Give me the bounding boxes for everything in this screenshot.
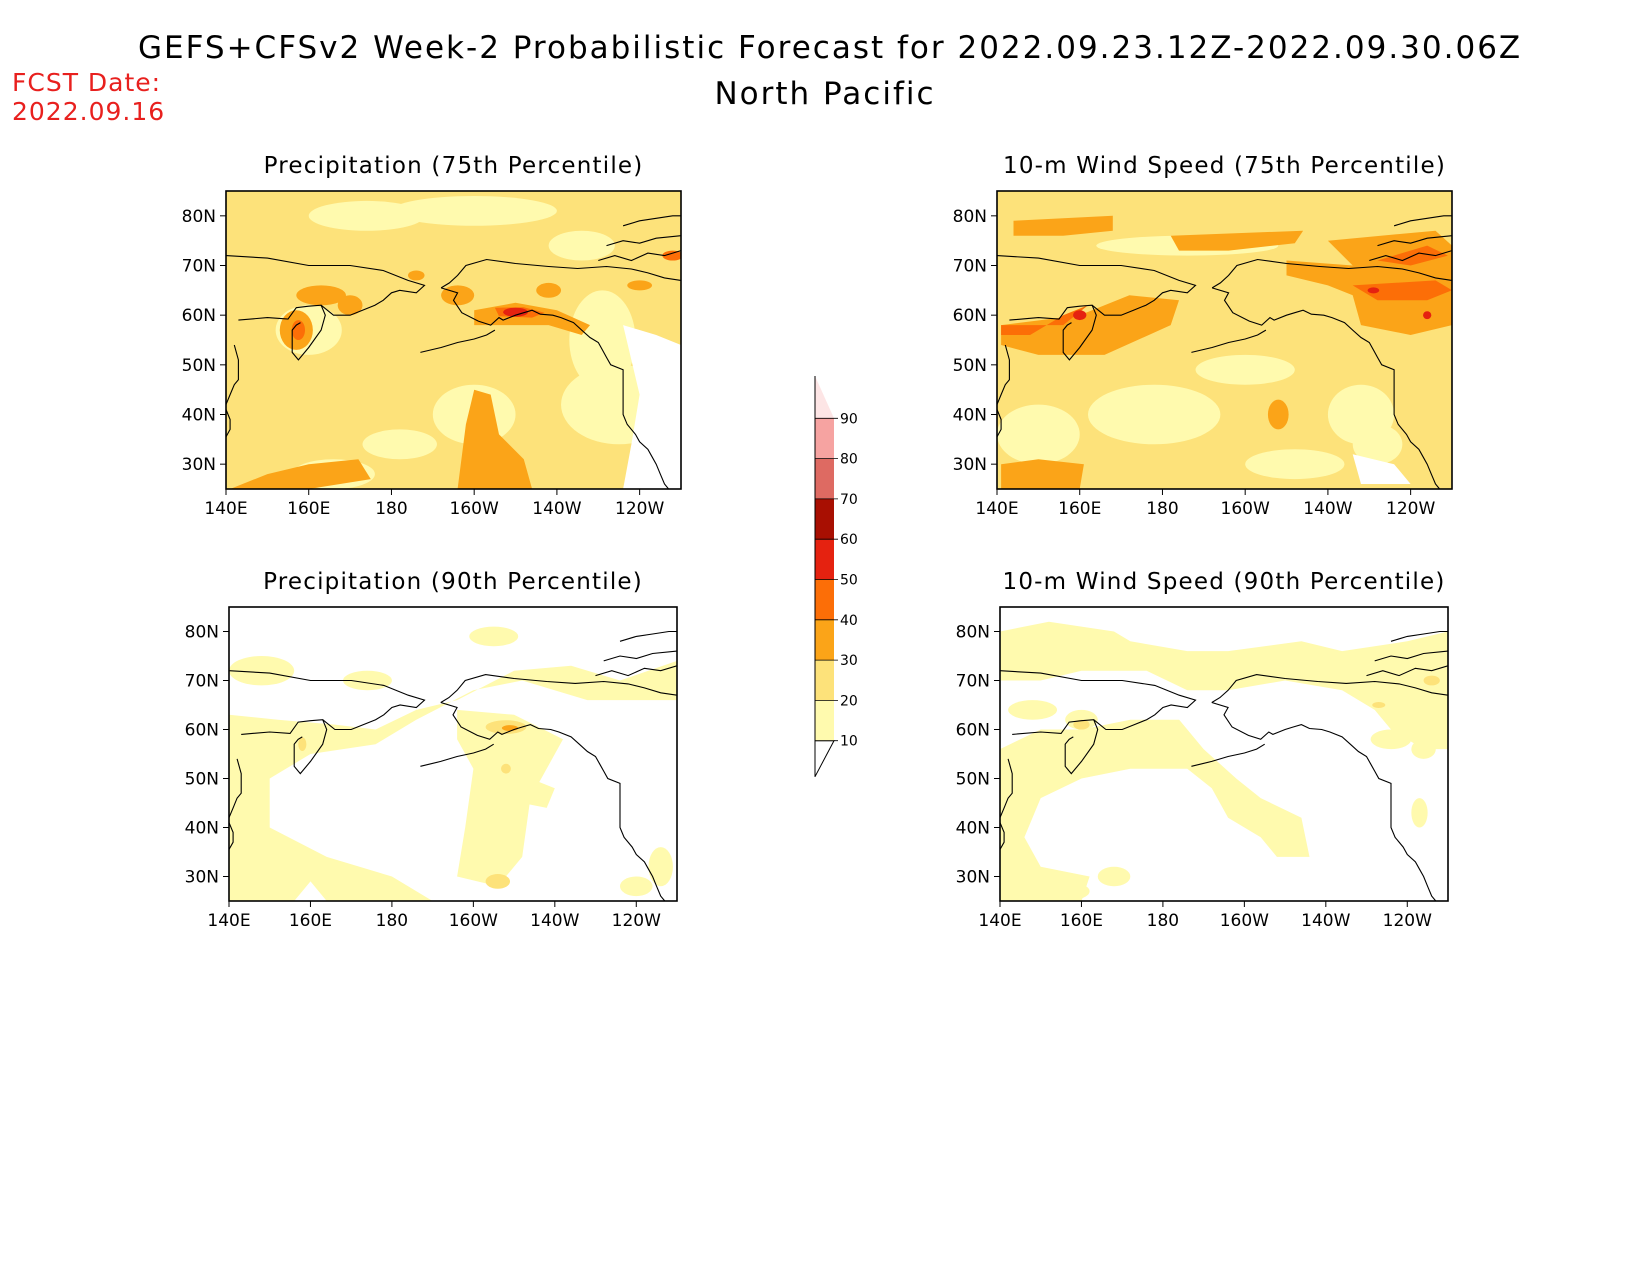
lat-tick-label: 70N xyxy=(185,672,219,692)
panel-frame xyxy=(225,190,682,490)
lon-tick-label: 140W xyxy=(532,499,581,519)
lat-tick-label: 60N xyxy=(182,306,216,326)
colorbar-swatch xyxy=(815,660,834,701)
lon-tick-label: 180 xyxy=(1146,499,1178,519)
fcst-date-block: FCST Date: 2022.09.16 xyxy=(12,68,165,126)
fcst-date-label: FCST Date: xyxy=(12,68,162,97)
lat-tick-label: 80N xyxy=(182,207,216,227)
colorbar-label: 80 xyxy=(840,452,858,468)
panel-title: 10-m Wind Speed (75th Percentile) xyxy=(1003,153,1446,179)
colorbar-label: 70 xyxy=(840,492,858,508)
lat-tick-label: 50N xyxy=(182,356,216,376)
colorbar-over-arrow xyxy=(815,376,834,419)
lat-tick-label: 30N xyxy=(185,868,219,888)
colorbar-label: 20 xyxy=(840,693,858,709)
lat-tick-label: 30N xyxy=(956,868,990,888)
region-title: North Pacific xyxy=(714,76,936,112)
lon-tick-label: 140E xyxy=(207,911,250,931)
panel-title: Precipitation (90th Percentile) xyxy=(263,569,643,595)
colorbar-label: 40 xyxy=(840,613,858,629)
colorbar-label: 30 xyxy=(840,653,858,669)
coastlines xyxy=(1000,630,1448,901)
colorbar: 10 20 30 40 50 60 70 80 90 xyxy=(814,376,858,777)
lat-tick-label: 60N xyxy=(956,721,990,741)
colorbar-label: 10 xyxy=(840,734,858,750)
lon-tick-label: 120W xyxy=(612,911,661,931)
lon-tick-label: 120W xyxy=(1386,499,1435,519)
lon-tick-label: 160W xyxy=(1220,911,1269,931)
coastlines xyxy=(997,215,1452,489)
colorbar-swatch xyxy=(815,539,834,580)
lat-tick-label: 40N xyxy=(185,819,219,839)
lon-tick-label: 180 xyxy=(1147,911,1179,931)
lon-tick-label: 160W xyxy=(449,911,498,931)
field-wind75 xyxy=(997,191,1452,489)
lat-tick-label: 40N xyxy=(182,406,216,426)
panel-title: 10-m Wind Speed (90th Percentile) xyxy=(1003,569,1446,595)
coastlines xyxy=(229,630,677,901)
panel-title: Precipitation (75th Percentile) xyxy=(264,153,644,179)
lat-tick-label: 80N xyxy=(953,207,987,227)
lon-tick-label: 180 xyxy=(376,911,408,931)
lat-tick-label: 50N xyxy=(953,356,987,376)
lat-tick-label: 30N xyxy=(953,455,987,475)
field-wind90 xyxy=(1000,607,1448,901)
colorbar-label: 90 xyxy=(840,411,858,427)
lat-tick-label: 60N xyxy=(953,306,987,326)
lon-tick-label: 140E xyxy=(204,499,247,519)
colorbar-swatch xyxy=(815,619,834,661)
lat-tick-label: 60N xyxy=(185,721,219,741)
colorbar-label: 60 xyxy=(840,532,858,548)
panel-frame xyxy=(996,190,1453,490)
lon-tick-label: 140W xyxy=(1303,499,1352,519)
map-panel-precip75: Precipitation (75th Percentile) 30N 40N 50N… xyxy=(182,153,682,519)
colorbar-label: 50 xyxy=(840,573,858,589)
lon-tick-label: 160E xyxy=(289,911,332,931)
colorbar-swatch xyxy=(815,579,834,620)
colorbar-swatch xyxy=(815,700,834,741)
coastlines xyxy=(226,215,681,489)
lon-tick-label: 120W xyxy=(615,499,664,519)
colorbar-swatch xyxy=(815,418,834,459)
colorbar-swatch xyxy=(815,498,834,540)
lat-tick-label: 70N xyxy=(956,672,990,692)
lon-tick-label: 140E xyxy=(978,911,1021,931)
map-panel-wind90: 10-m Wind Speed (90th Percentile) 30N 40N 5… xyxy=(956,569,1449,931)
lat-tick-label: 50N xyxy=(185,770,219,790)
lat-tick-label: 30N xyxy=(182,455,216,475)
lat-tick-label: 50N xyxy=(956,770,990,790)
field-precip90 xyxy=(229,607,677,901)
field-precip75 xyxy=(226,191,681,489)
lon-tick-label: 160E xyxy=(1060,911,1103,931)
lat-tick-label: 40N xyxy=(956,819,990,839)
lon-tick-label: 160W xyxy=(1221,499,1270,519)
lon-tick-label: 140W xyxy=(1301,911,1350,931)
map-panel-precip90: Precipitation (90th Percentile) 30N 40N 50N… xyxy=(185,569,678,931)
lat-tick-label: 80N xyxy=(956,623,990,643)
lon-tick-label: 180 xyxy=(375,499,407,519)
lon-tick-label: 140E xyxy=(975,499,1018,519)
fcst-date-value: 2022.09.16 xyxy=(12,97,166,126)
colorbar-swatch xyxy=(815,458,834,499)
lat-tick-label: 40N xyxy=(953,406,987,426)
lat-tick-label: 70N xyxy=(182,257,216,277)
lon-tick-label: 140W xyxy=(530,911,579,931)
lon-tick-label: 160W xyxy=(450,499,499,519)
lat-tick-label: 80N xyxy=(185,623,219,643)
panel-frame xyxy=(228,606,678,902)
lat-tick-label: 70N xyxy=(953,257,987,277)
lon-tick-label: 160E xyxy=(1058,499,1101,519)
panel-frame xyxy=(999,606,1449,902)
map-panel-wind75: 10-m Wind Speed (75th Percentile) 30N 40N 5… xyxy=(953,153,1453,519)
lon-tick-label: 160E xyxy=(287,499,330,519)
lon-tick-label: 120W xyxy=(1383,911,1432,931)
colorbar-under-arrow xyxy=(814,740,835,777)
main-title: GEFS+CFSv2 Week-2 Probabilistic Forecast… xyxy=(138,30,1523,66)
